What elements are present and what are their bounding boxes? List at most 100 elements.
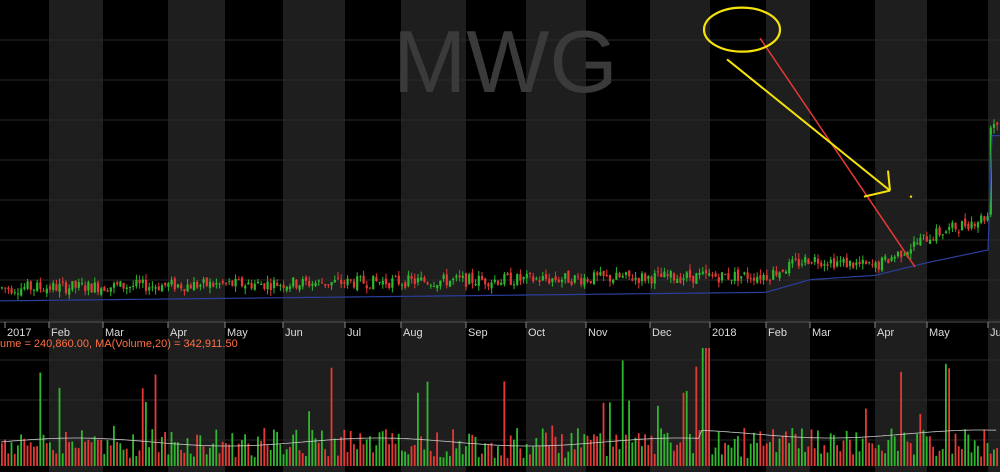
volume-bar xyxy=(333,438,336,466)
candle-body xyxy=(871,264,874,266)
volume-bar xyxy=(109,445,112,466)
volume-bar xyxy=(193,456,195,466)
volume-bar xyxy=(183,452,186,466)
volume-bar xyxy=(157,452,160,466)
candle-body xyxy=(336,277,340,279)
volume-bar xyxy=(519,448,522,466)
volume-bar xyxy=(634,437,637,466)
candle-body xyxy=(308,281,311,287)
volume-bar xyxy=(145,402,147,466)
candle-body xyxy=(800,263,804,265)
candle-body xyxy=(967,223,970,230)
volume-bar xyxy=(852,454,854,466)
candle-body xyxy=(205,277,208,286)
candle-body xyxy=(781,269,784,272)
candle-body xyxy=(829,259,832,264)
month-band xyxy=(49,0,103,472)
volume-bar xyxy=(919,413,922,466)
candle-body xyxy=(292,277,295,287)
candle-body xyxy=(538,280,541,282)
candle-body xyxy=(983,216,986,222)
volume-bar xyxy=(612,446,614,466)
candle-body xyxy=(628,270,631,277)
candle-body xyxy=(55,284,58,291)
candle-body xyxy=(692,275,695,283)
candle-body xyxy=(522,276,525,280)
candle-body xyxy=(663,271,666,278)
candle-body xyxy=(330,282,333,286)
volume-bar xyxy=(532,446,534,466)
volume-bar xyxy=(119,443,122,466)
volume-bar xyxy=(161,437,163,466)
candle-body xyxy=(548,278,551,284)
volume-bar xyxy=(621,360,624,466)
volume-bar xyxy=(913,454,915,466)
volume-bar xyxy=(570,432,573,466)
candle-body xyxy=(301,279,304,287)
candle-body xyxy=(413,278,416,284)
volume-bar xyxy=(420,436,422,466)
volume-bar xyxy=(676,444,678,466)
volume-bar xyxy=(84,441,86,466)
candle-body xyxy=(77,282,80,288)
candle-body xyxy=(733,272,736,281)
volume-bar xyxy=(701,348,704,466)
x-tick-label: Apr xyxy=(170,327,187,339)
candle-body xyxy=(519,274,522,281)
candle-body xyxy=(215,283,218,285)
candle-body xyxy=(164,282,167,286)
candle-body xyxy=(250,282,253,289)
candle-body xyxy=(919,237,922,246)
volume-bar xyxy=(356,449,358,466)
candle-body xyxy=(512,284,516,286)
candle-body xyxy=(122,282,125,289)
volume-bar xyxy=(465,446,467,466)
volume-bar xyxy=(170,431,173,466)
candle-body xyxy=(442,275,445,279)
volume-bar xyxy=(77,448,80,466)
volume-bar xyxy=(346,452,349,466)
volume-bar xyxy=(17,445,19,466)
volume-bar xyxy=(378,432,381,466)
volume-bar xyxy=(903,432,906,466)
month-band xyxy=(345,0,401,472)
volume-bar xyxy=(410,446,413,466)
candle-body xyxy=(68,288,71,295)
candle-body xyxy=(461,275,464,278)
candle-body xyxy=(96,282,100,293)
candle-body xyxy=(960,221,964,231)
volume-bar xyxy=(10,442,13,466)
candle-body xyxy=(717,277,720,283)
candle-body xyxy=(567,270,570,283)
candle-body xyxy=(458,275,461,278)
volume-bar xyxy=(861,438,864,466)
candle-body xyxy=(592,272,596,285)
arrow-dot xyxy=(909,195,913,198)
candle-body xyxy=(410,275,413,279)
candle-body xyxy=(832,258,836,268)
volume-bar xyxy=(577,428,579,466)
volume-bar xyxy=(721,454,723,466)
candle-body xyxy=(874,262,877,268)
candle-body xyxy=(957,231,960,233)
x-tick-label: Feb xyxy=(768,327,787,339)
volume-bar xyxy=(596,436,598,466)
candle-body xyxy=(647,275,650,279)
volume-bar xyxy=(541,428,544,466)
volume-bar xyxy=(314,438,317,466)
volume-bar xyxy=(202,446,205,466)
candle-body xyxy=(388,283,391,288)
volume-bar xyxy=(279,444,282,466)
volume-bar xyxy=(199,435,202,466)
volume-bar xyxy=(455,448,458,466)
candle-body xyxy=(116,282,119,285)
candle-body xyxy=(484,278,487,285)
x-tick-label: Jun xyxy=(285,327,303,339)
volume-bar xyxy=(445,451,448,466)
candle-body xyxy=(704,270,708,274)
volume-bar xyxy=(583,434,586,466)
volume-bar xyxy=(961,449,963,466)
candle-body xyxy=(708,273,711,276)
candle-body xyxy=(103,286,106,292)
